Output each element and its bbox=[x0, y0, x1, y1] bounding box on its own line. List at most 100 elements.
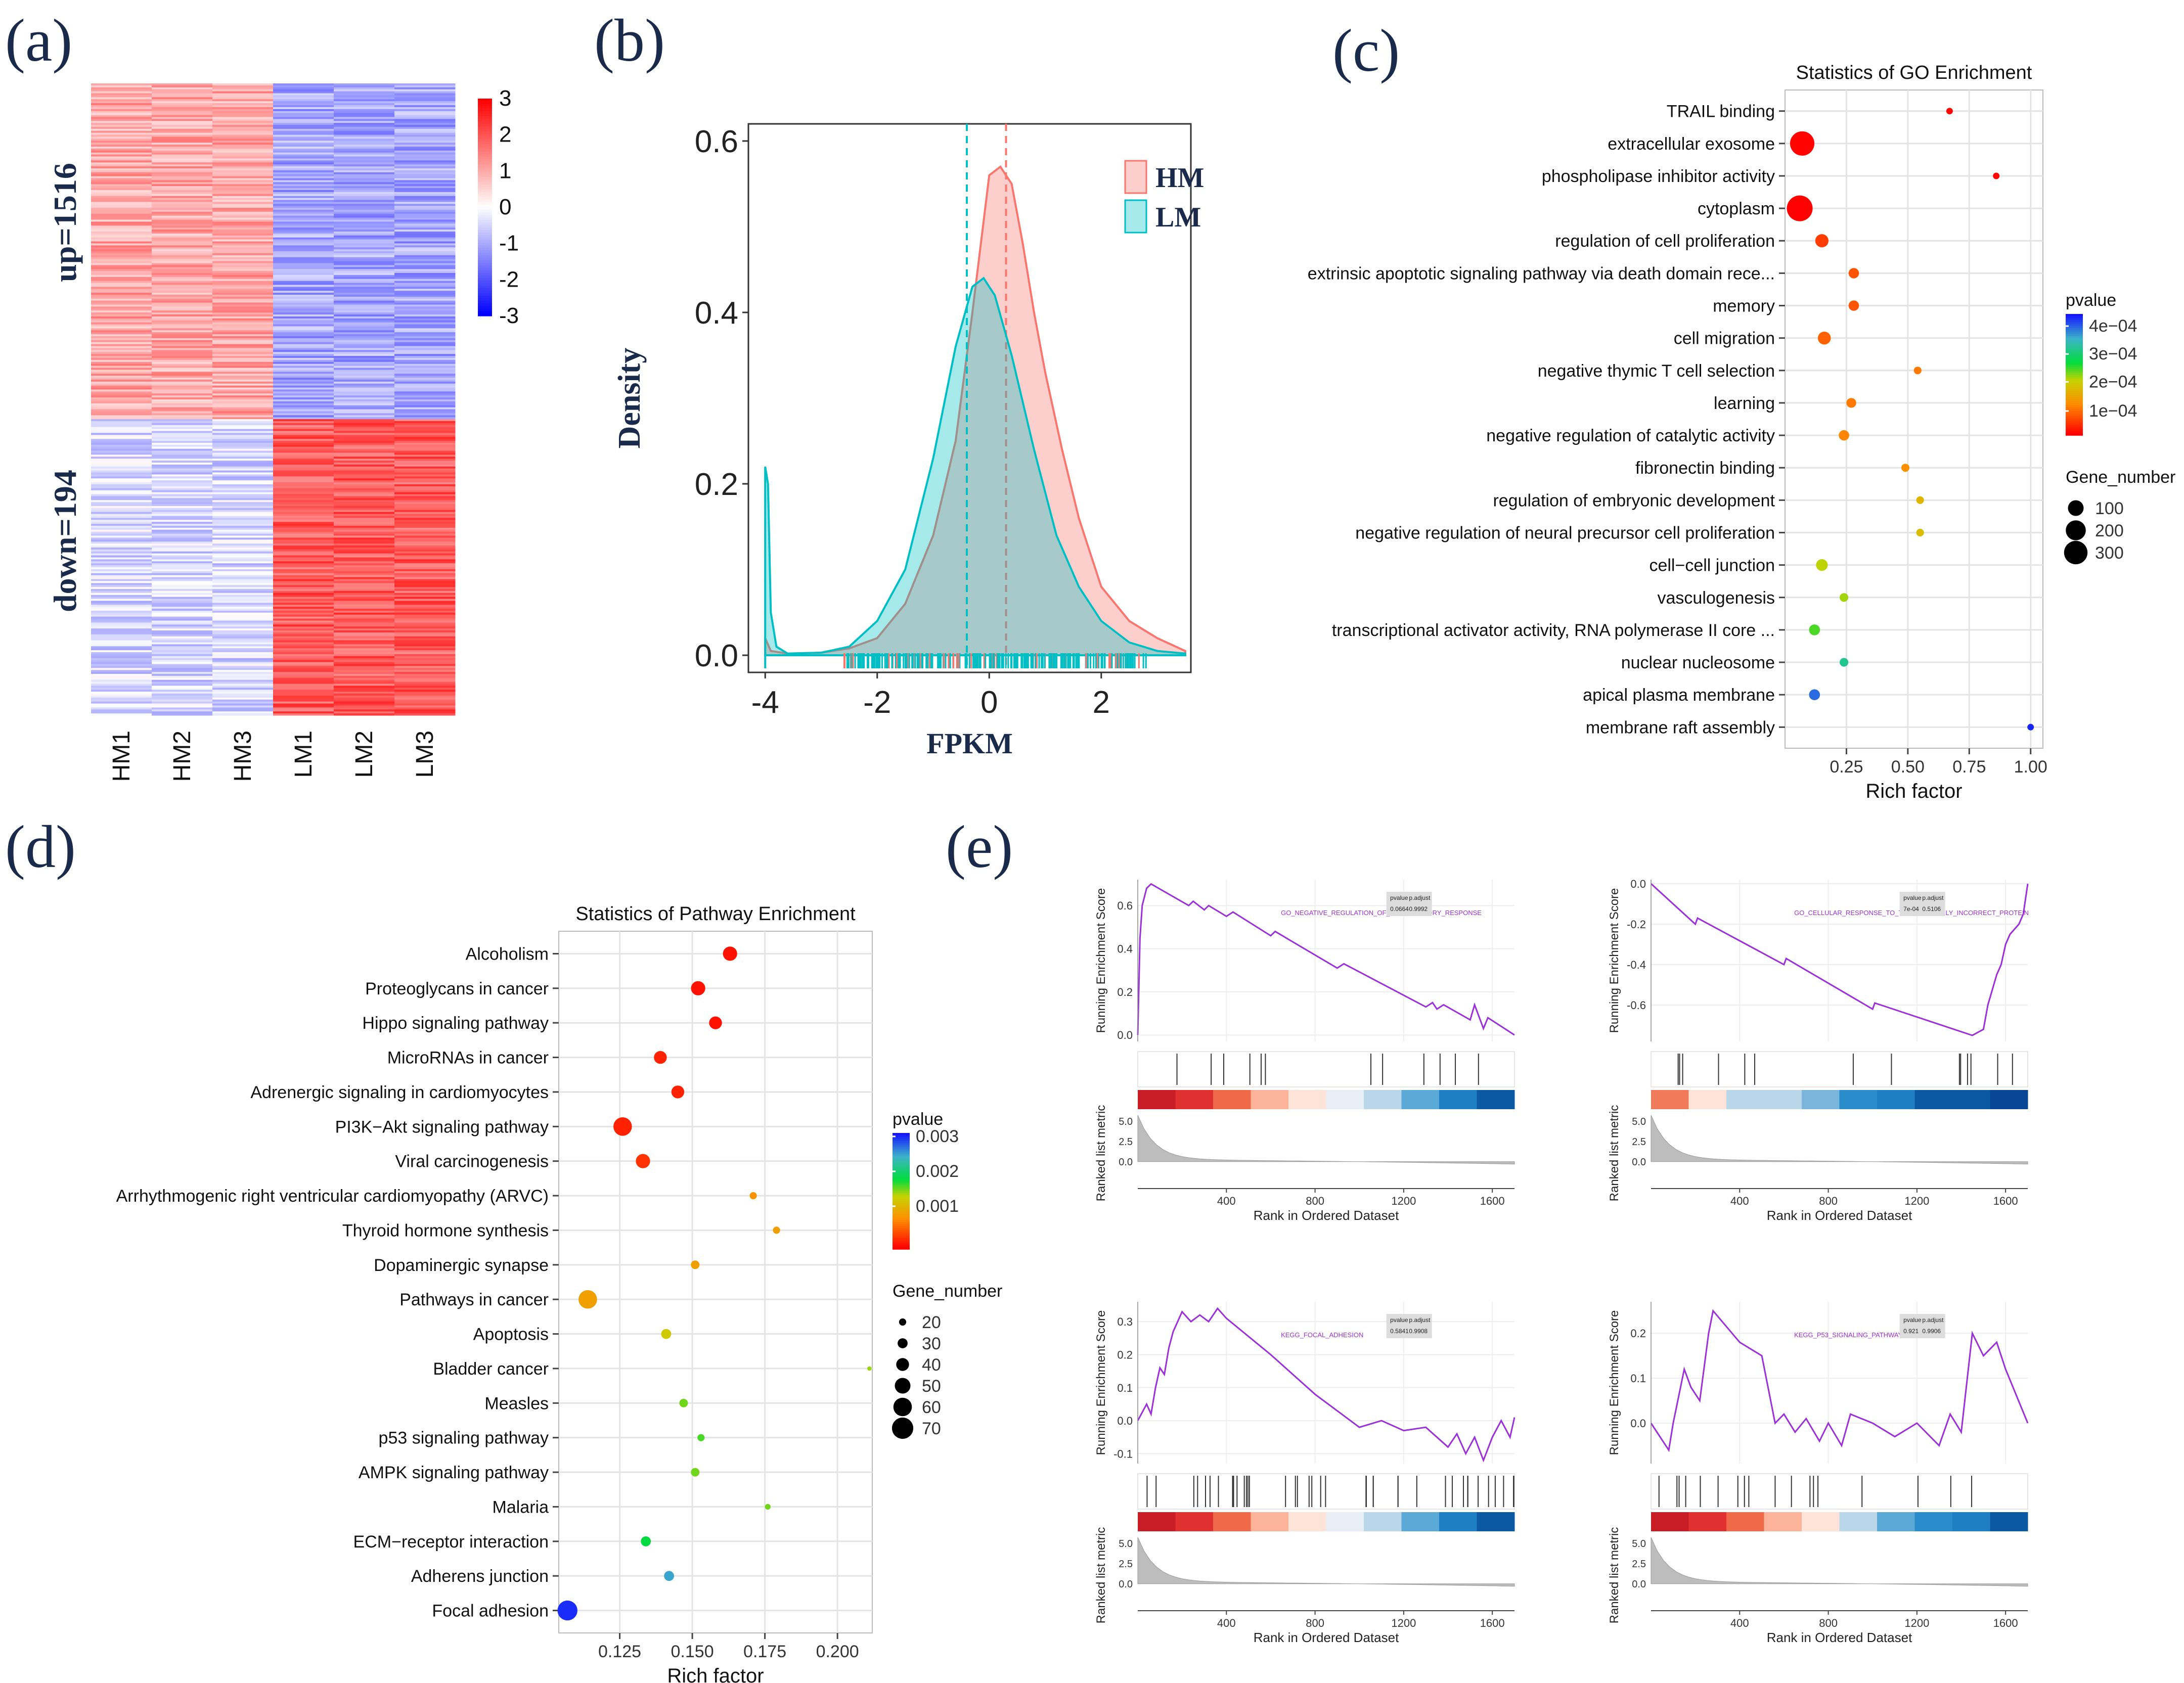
go-point bbox=[1816, 559, 1828, 571]
heatmap-cell bbox=[91, 666, 152, 668]
heatmap-cell bbox=[394, 180, 456, 183]
heatmap-cell bbox=[273, 302, 334, 305]
heatmap-cell bbox=[152, 508, 213, 511]
heatmap-cell bbox=[91, 593, 152, 596]
heatmap-cell bbox=[334, 359, 395, 362]
heatmap-cell bbox=[334, 148, 395, 151]
heatmap-cell bbox=[152, 271, 213, 274]
go-legend-colorbar-segment bbox=[2066, 328, 2083, 331]
heatmap-cell bbox=[273, 391, 334, 394]
heatmap-cell bbox=[91, 332, 152, 335]
heatmap-cell bbox=[152, 206, 213, 208]
heatmap-cell bbox=[394, 545, 456, 548]
heatmap-cell bbox=[152, 656, 213, 659]
heatmap-cell bbox=[394, 233, 456, 236]
colorbar-segment bbox=[478, 152, 492, 155]
heatmap-cell bbox=[334, 539, 395, 542]
go-legend-size-label: 300 bbox=[2095, 543, 2124, 563]
heatmap-cell bbox=[334, 188, 395, 191]
heatmap-cell bbox=[91, 111, 152, 114]
heatmap-cell bbox=[212, 437, 274, 439]
heatmap-cell bbox=[91, 413, 152, 416]
heatmap-cell bbox=[91, 672, 152, 674]
heatmap-cell bbox=[334, 255, 395, 258]
heatmap-cell bbox=[334, 626, 395, 629]
heatmap-cell bbox=[273, 172, 334, 175]
heatmap-cell bbox=[152, 269, 213, 271]
heatmap-cell bbox=[273, 310, 334, 313]
heatmap-cell bbox=[334, 658, 395, 661]
heatmap-cell bbox=[334, 699, 395, 702]
heatmap-cell bbox=[152, 468, 213, 471]
heatmap-cell bbox=[91, 607, 152, 609]
heatmap-cell bbox=[91, 569, 152, 572]
heatmap-cell bbox=[91, 622, 152, 625]
heatmap-cell bbox=[91, 190, 152, 193]
heatmap-cell bbox=[394, 119, 456, 121]
heatmap-cell bbox=[212, 370, 274, 372]
heatmap-cell bbox=[273, 506, 334, 509]
heatmap-cell bbox=[334, 89, 395, 92]
heatmap-cell bbox=[273, 231, 334, 234]
heatmap-cell bbox=[394, 494, 456, 496]
heatmap-cell bbox=[212, 182, 274, 185]
heatmap-cell bbox=[152, 230, 213, 232]
heatmap-cell bbox=[273, 269, 334, 271]
heatmap-cell bbox=[394, 595, 456, 598]
colorbar-segment bbox=[478, 306, 492, 309]
kegg-point bbox=[654, 1051, 667, 1064]
kegg-legend-pvalue-tick: 0.003 bbox=[916, 1127, 959, 1146]
heatmap-cell bbox=[152, 298, 213, 301]
go-legend-colorbar-segment bbox=[2066, 338, 2083, 341]
heatmap-cell bbox=[91, 352, 152, 354]
kegg-point bbox=[636, 1154, 650, 1168]
heatmap-cell bbox=[273, 681, 334, 684]
heatmap-cell bbox=[334, 330, 395, 333]
go-category-label: negative thymic T cell selection bbox=[1538, 361, 1775, 381]
heatmap-cell bbox=[152, 427, 213, 430]
heatmap-cell bbox=[394, 701, 456, 704]
heatmap-cell bbox=[152, 147, 213, 149]
heatmap-cell bbox=[91, 673, 152, 676]
heatmap-cell bbox=[334, 516, 395, 518]
heatmap-cell bbox=[91, 363, 152, 367]
heatmap-cell bbox=[212, 253, 274, 256]
heatmap-cell bbox=[273, 482, 334, 485]
heatmap-cell bbox=[394, 688, 456, 690]
heatmap-cell bbox=[212, 490, 274, 493]
heatmap-cell bbox=[394, 228, 456, 230]
heatmap-cell bbox=[334, 210, 395, 212]
gsea-rank-heatbar bbox=[1288, 1512, 1326, 1531]
heatmap-cell bbox=[212, 480, 274, 483]
heatmap-cell bbox=[273, 650, 334, 653]
heatmap-cell bbox=[273, 622, 334, 625]
go-category-label: extracellular exosome bbox=[1608, 134, 1775, 154]
heatmap-cell bbox=[91, 705, 152, 708]
heatmap-cell bbox=[394, 263, 456, 265]
heatmap-cell bbox=[91, 350, 152, 352]
heatmap-cell bbox=[152, 342, 213, 345]
go-category-label: cell migration bbox=[1674, 329, 1775, 348]
heatmap-cell bbox=[152, 419, 213, 422]
heatmap-cell bbox=[394, 654, 456, 657]
heatmap-cell bbox=[152, 113, 213, 115]
heatmap-cell bbox=[91, 91, 152, 94]
go-legend-colorbar-segment bbox=[2066, 403, 2083, 405]
heatmap-cell bbox=[273, 225, 334, 228]
heatmap-cell bbox=[152, 662, 213, 664]
heatmap-cell bbox=[334, 415, 395, 418]
heatmap-cell bbox=[212, 648, 274, 651]
heatmap-cell bbox=[212, 697, 274, 700]
heatmap-cell bbox=[334, 419, 395, 422]
heatmap-cell bbox=[152, 139, 213, 141]
heatmap-cell bbox=[394, 89, 456, 92]
heatmap-cell bbox=[91, 587, 152, 589]
heatmap-cell bbox=[334, 393, 395, 396]
kegg-legend-colorbar-segment bbox=[893, 1191, 910, 1194]
heatmap-cell bbox=[91, 117, 152, 119]
go-legend-colorbar-segment bbox=[2066, 405, 2083, 407]
heatmap-cell bbox=[91, 141, 152, 143]
heatmap-cell bbox=[212, 537, 274, 540]
heatmap-cell bbox=[91, 664, 152, 666]
go-legend-colorbar-segment bbox=[2066, 419, 2083, 422]
